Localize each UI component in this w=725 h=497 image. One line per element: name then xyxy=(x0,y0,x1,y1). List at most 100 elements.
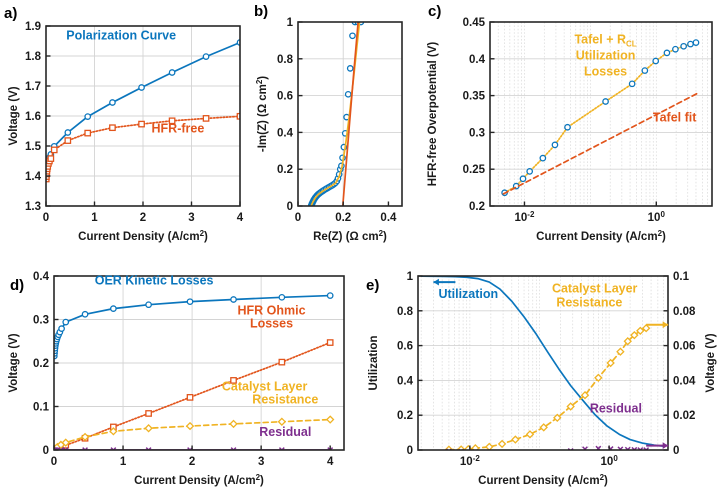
data-marker xyxy=(144,424,153,433)
data-marker xyxy=(553,413,562,423)
data-marker xyxy=(110,305,117,312)
plot-annotation: Utilization xyxy=(438,287,498,301)
data-marker xyxy=(82,447,89,450)
data-marker xyxy=(277,417,287,426)
plot-annotation: Losses xyxy=(250,316,293,330)
yaxis-label: Voltage (V) xyxy=(8,86,20,145)
series-line xyxy=(341,22,359,206)
data-marker xyxy=(186,394,194,401)
yaxis-label: HFR-free Overpotential (V) xyxy=(427,42,439,187)
xaxis-label: Current Density (A/cm2) xyxy=(478,473,608,487)
data-marker xyxy=(84,129,92,137)
data-marker xyxy=(109,427,118,436)
plot-annotation: Tafel fit xyxy=(653,110,697,124)
series-line xyxy=(502,92,699,195)
plot-annotation: Residual xyxy=(259,425,311,439)
data-marker xyxy=(326,339,334,346)
data-marker xyxy=(630,330,639,340)
plot-frame xyxy=(297,21,403,207)
data-marker xyxy=(497,439,507,449)
data-marker xyxy=(519,175,527,183)
data-marker xyxy=(485,442,494,450)
axis-ticks: 0 0.2 0.4 0 0.2 0.4 0.6 0.8 1 xyxy=(277,17,397,224)
svg-text:Current Density (A/cm2): Current Density (A/cm2) xyxy=(78,229,208,243)
data-marker xyxy=(606,358,615,368)
ytick-label: 1.8 xyxy=(25,51,42,63)
series xyxy=(444,323,651,450)
xaxis-label: Current Density (A/cm2) xyxy=(78,229,208,243)
panel-letter: d) xyxy=(10,277,24,294)
annotation-arrows xyxy=(433,278,669,450)
yaxis-label: Utilization xyxy=(368,336,380,391)
ytick-label: 0.8 xyxy=(277,54,294,66)
data-marker xyxy=(230,447,237,450)
data-marker xyxy=(185,421,195,431)
data-marker xyxy=(109,124,116,132)
xtick-label: 100 xyxy=(601,454,619,468)
ytick-label: 0.2 xyxy=(33,358,49,370)
grid xyxy=(54,276,344,450)
plot-annotation: Utilization xyxy=(576,49,636,63)
data-marker xyxy=(110,447,117,450)
data-marker xyxy=(672,45,679,53)
ytick-label: 1.7 xyxy=(25,81,41,93)
plot-annotation: Residual xyxy=(590,402,642,416)
ytick-label: 1.9 xyxy=(25,21,41,33)
data-marker xyxy=(511,435,520,444)
data-marker xyxy=(641,67,649,74)
residual-right-arrow-head xyxy=(662,442,669,450)
plot-annotation: HFR-free xyxy=(152,122,205,136)
data-marker xyxy=(145,410,152,417)
xtick-label: 100 xyxy=(648,210,666,224)
ytick-label: 1.5 xyxy=(25,141,42,153)
plot-annotation: Polarization Curve xyxy=(66,29,176,43)
ytick-label: 0.4 xyxy=(277,127,294,139)
data-marker xyxy=(637,447,644,450)
data-marker xyxy=(582,446,588,450)
ytick-right-label: 0.02 xyxy=(673,410,695,422)
svg-text:Utilization: Utilization xyxy=(368,336,380,391)
data-marker xyxy=(539,423,548,432)
data-marker xyxy=(64,137,72,144)
svg-text:HFR-free Overpotential (V): HFR-free Overpotential (V) xyxy=(427,42,439,187)
data-marker xyxy=(109,99,116,106)
panel-c-svg: 10-2 100 0.2 0.25 0.3 0.35 0.4 0.45 Current Dens… xyxy=(427,3,713,243)
data-marker xyxy=(326,292,334,299)
data-marker xyxy=(628,80,636,88)
data-marker xyxy=(580,390,590,400)
ytick-right-label: 0.06 xyxy=(673,341,695,353)
xtick-label: 0.2 xyxy=(335,212,351,224)
panel-letter: a) xyxy=(4,5,17,22)
ytick-label: 0.3 xyxy=(33,315,49,327)
axis-ticks: 10-2 100 0.2 0.25 0.3 0.35 0.4 0.45 xyxy=(463,17,666,224)
yaxis-label: -Im(Z) (Ω cm2) xyxy=(255,76,269,152)
data-marker xyxy=(541,452,546,457)
data-marker xyxy=(687,40,694,48)
panel-d: 0 1 2 3 4 0 0.1 0.2 0.3 0.4 Current Density (A/cm2… xyxy=(0,250,360,497)
data-marker xyxy=(594,373,603,383)
ytick-label: 0.2 xyxy=(397,410,413,422)
data-marker xyxy=(680,42,687,50)
data-marker xyxy=(539,154,547,162)
ytick-right-label: 0 xyxy=(673,445,679,457)
ytick-label: 0.3 xyxy=(469,127,485,139)
data-marker xyxy=(278,447,285,450)
series-line xyxy=(310,22,361,206)
ytick-label: 0 xyxy=(407,445,413,457)
xtick-label: 10-2 xyxy=(460,454,480,468)
series-group xyxy=(501,39,700,197)
svg-text:Current Density (A/cm2): Current Density (A/cm2) xyxy=(134,473,264,487)
ytick-right-label: 0.08 xyxy=(673,306,696,318)
ytick-label: 0 xyxy=(287,201,293,213)
data-marker xyxy=(62,318,70,326)
xtick-label: 0.4 xyxy=(380,212,397,224)
data-marker xyxy=(344,90,352,98)
data-marker xyxy=(349,32,356,40)
data-marker xyxy=(58,325,65,332)
data-marker xyxy=(528,452,533,457)
plot-annotation: Resistance xyxy=(556,295,622,309)
data-marker xyxy=(641,323,651,333)
data-marker xyxy=(230,296,237,303)
